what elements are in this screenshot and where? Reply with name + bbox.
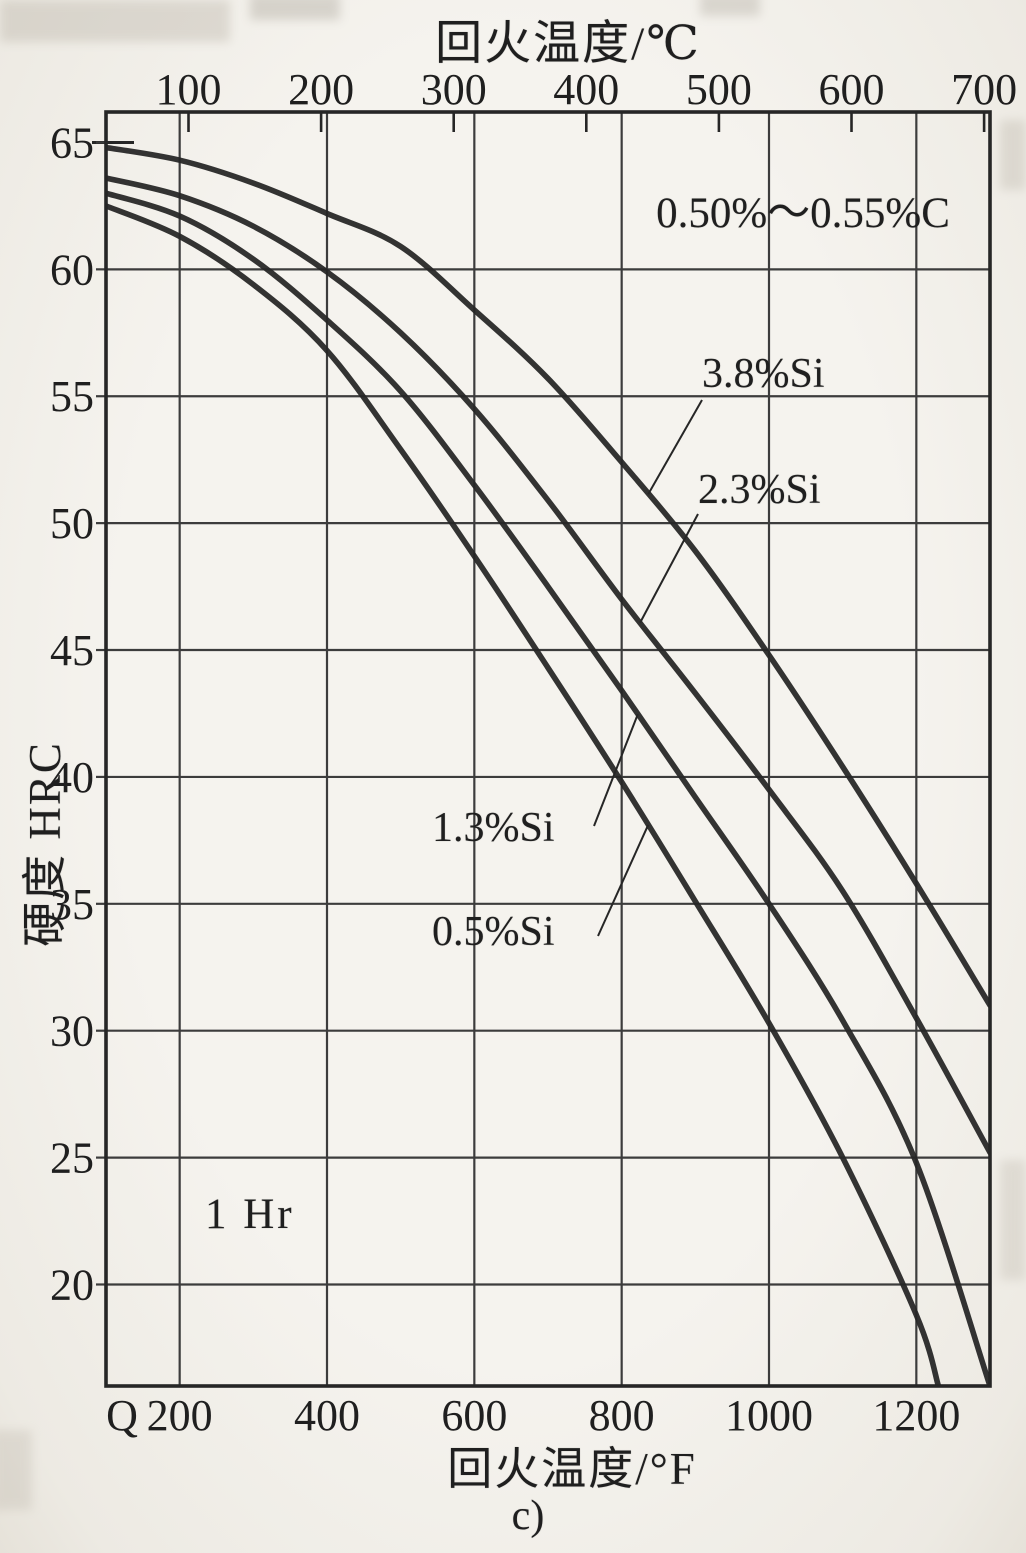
quench-label: Q (106, 1391, 138, 1440)
x-tick-label-celsius: 700 (951, 65, 1017, 114)
series-label-0.5-si: 0.5%Si (432, 909, 555, 955)
x-tick-label-celsius: 600 (819, 65, 885, 114)
series-label-3.8-si: 3.8%Si (702, 351, 825, 397)
label-leader-line (597, 824, 650, 937)
x-tick-label-celsius: 500 (686, 65, 752, 114)
y-tick-label: 35 (50, 880, 94, 929)
top-axis-title: 回火温度/℃ (435, 18, 701, 70)
y-tick-label: 25 (50, 1134, 94, 1183)
x-tick-label-fahrenheit: 1200 (872, 1391, 960, 1440)
series-label-2.3-si: 2.3%Si (698, 467, 821, 513)
curve-1-3-si (106, 190, 990, 1386)
x-tick-label-celsius: 100 (156, 65, 222, 114)
y-tick-label: 20 (50, 1260, 94, 1309)
bottom-axis-title: 回火温度/°F (447, 1444, 697, 1494)
x-tick-label-fahrenheit: 1000 (725, 1391, 813, 1440)
y-tick-label: 50 (50, 499, 94, 548)
x-tick-label-fahrenheit: 800 (589, 1391, 655, 1440)
label-leader-line (593, 713, 639, 827)
curve-2-3-si (106, 175, 990, 1156)
y-tick-label: 45 (50, 626, 94, 675)
figure-caption: c) (511, 1493, 545, 1539)
y-tick-label: 65 (50, 118, 94, 167)
x-tick-label-fahrenheit: 600 (441, 1391, 507, 1440)
carbon-content-annotation: 0.50%～0.55%C (656, 190, 950, 237)
label-leader-line (647, 399, 703, 495)
curve-3-8-si (106, 144, 990, 1009)
x-tick-label-celsius: 400 (553, 65, 619, 114)
series-label-1.3-si: 1.3%Si (432, 805, 555, 851)
curve-0-5-si (106, 203, 942, 1386)
y-tick-label: 40 (50, 753, 94, 802)
x-tick-label-celsius: 200 (288, 65, 354, 114)
y-axis-title: 硬度 HRC (20, 741, 70, 947)
y-tick-label: 30 (50, 1007, 94, 1056)
plot-border (104, 110, 992, 1388)
label-leader-line (639, 513, 699, 624)
y-tick-label: 55 (50, 372, 94, 421)
x-tick-label-fahrenheit: 400 (294, 1391, 360, 1440)
x-tick-label-fahrenheit: 200 (147, 1391, 213, 1440)
tempering-time-note: 1 Hr (205, 1191, 295, 1238)
x-tick-label-celsius: 300 (421, 65, 487, 114)
y-tick-label: 60 (50, 245, 94, 294)
